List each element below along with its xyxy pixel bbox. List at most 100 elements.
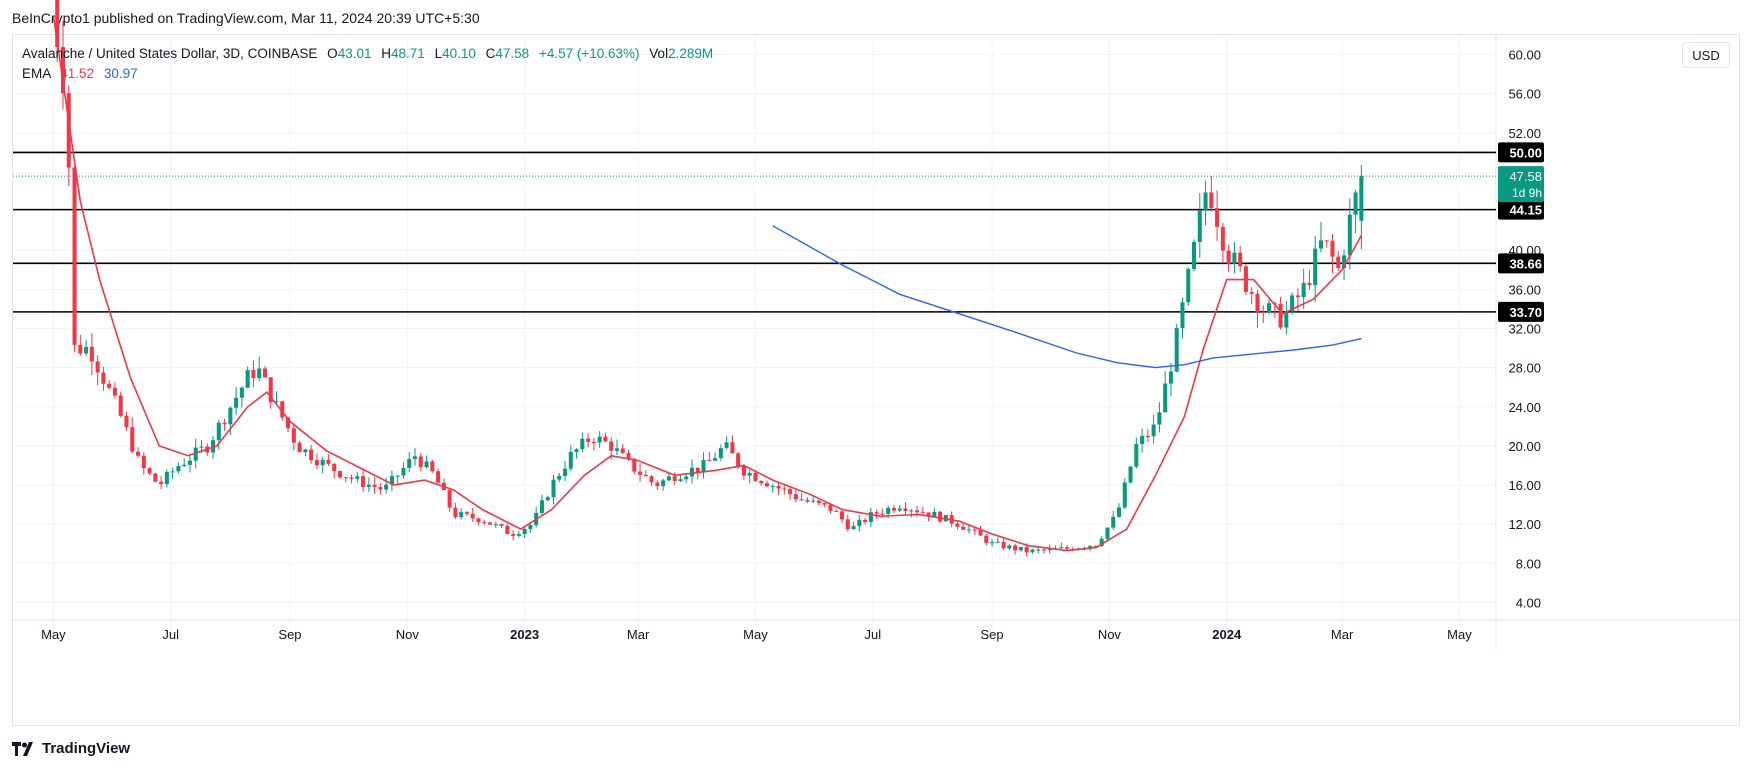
candle-body — [649, 476, 654, 483]
candle-body — [60, 47, 66, 94]
candle-body — [118, 395, 123, 416]
candle-body — [868, 512, 873, 523]
candle-body — [891, 507, 896, 511]
publish-info: BeInCrypto1 published on TradingView.com… — [12, 10, 480, 26]
tradingview-logo[interactable]: TradingView — [12, 740, 130, 757]
candle-body — [1030, 549, 1035, 553]
candle-body — [574, 449, 579, 452]
candle-body — [499, 524, 504, 526]
candle-body — [1318, 240, 1323, 249]
candle-body — [430, 461, 435, 472]
candle-body — [1122, 482, 1127, 508]
candle-body — [130, 427, 135, 452]
candle-body — [372, 484, 377, 488]
candle-body — [1203, 192, 1208, 211]
candle-body — [990, 541, 995, 543]
candle-body — [1261, 311, 1266, 313]
candle-body — [337, 471, 343, 478]
candle-body — [516, 534, 521, 536]
low-value: 40.10 — [442, 46, 476, 61]
ema-fast-value: 41.52 — [60, 66, 95, 81]
candle-body — [55, 0, 60, 48]
candle-body — [72, 167, 77, 345]
candle-body — [528, 525, 533, 529]
x-tick-label: May — [41, 627, 66, 642]
high-value: 48.71 — [391, 46, 425, 61]
level-badge — [1498, 301, 1544, 322]
y-tick-label: 36.00 — [1508, 282, 1541, 297]
price-axis[interactable]: 4.00 8.00 12.00 16.00 20.00 24.00 28.00 32.00 36… — [1508, 48, 1541, 611]
candle-body — [678, 479, 683, 482]
candle-body — [851, 526, 856, 530]
candle-body — [1232, 252, 1237, 264]
candle-body — [436, 471, 441, 483]
candle-body — [493, 524, 498, 526]
level-badge-label: 38.66 — [1509, 256, 1542, 271]
horizontal-levels — [13, 151, 1496, 313]
candle-body — [874, 512, 879, 514]
x-tick-label: 2024 — [1212, 627, 1242, 642]
candle-body — [597, 436, 602, 443]
candle-body — [170, 471, 175, 473]
candle-body — [938, 511, 943, 522]
candle-body — [655, 482, 660, 487]
candle-body — [915, 510, 920, 513]
close-label: C — [485, 46, 496, 61]
candle-body — [147, 468, 152, 474]
candle-body — [1347, 214, 1352, 256]
candle-body — [816, 500, 821, 504]
ema-label[interactable]: EMA — [22, 66, 51, 81]
candle-body — [591, 441, 596, 443]
candle-body — [89, 346, 94, 362]
candle-body — [274, 401, 279, 403]
candle-body — [1249, 291, 1254, 294]
candle-body — [845, 519, 850, 530]
candle-body — [136, 451, 141, 456]
candle-body — [1018, 547, 1023, 551]
symbol-title[interactable]: Avalanche / United States Dollar, 3D, CO… — [22, 46, 318, 61]
candle-body — [1290, 295, 1295, 312]
candle-body — [839, 511, 845, 520]
candle-body — [112, 387, 117, 396]
candle-body — [1168, 371, 1173, 384]
candle-body — [488, 522, 493, 525]
candle-body — [1191, 242, 1197, 269]
price-badges: 50.00 44.15 38.66 33.70 47.58 1d 9h — [1498, 142, 1544, 322]
time-axis[interactable]: May Jul Sep Nov 2023 Mar May Jul Sep Nov 2024 Mar Ma… — [41, 627, 1472, 642]
tradingview-icon — [12, 741, 36, 756]
candle-body — [384, 484, 389, 490]
x-tick-label: Mar — [627, 627, 650, 642]
candle-body — [1041, 549, 1047, 551]
candle-body — [199, 446, 204, 448]
candle-body — [736, 453, 741, 467]
candle-body — [141, 455, 146, 469]
brand-name: TradingView — [42, 740, 131, 757]
candle-body — [320, 459, 325, 466]
y-tick-label: 52.00 — [1508, 126, 1541, 141]
candle-body — [470, 513, 475, 519]
candle-body — [222, 422, 227, 425]
candle-body — [770, 485, 775, 487]
candle-body — [638, 471, 643, 475]
candle-body — [586, 438, 591, 442]
candle-body — [522, 528, 527, 535]
candle-body — [713, 458, 718, 461]
candle-body — [1226, 250, 1231, 264]
candle-body — [107, 383, 112, 388]
candle-body — [418, 456, 423, 468]
candle-body — [257, 368, 262, 379]
candle-body — [1267, 303, 1272, 313]
candle-body — [459, 512, 464, 518]
candle-body — [476, 518, 481, 523]
y-tick-label: 12.00 — [1508, 517, 1541, 532]
currency-button[interactable]: USD — [1682, 42, 1730, 68]
candle-body — [730, 442, 735, 454]
candle-body — [782, 488, 787, 490]
candle-body — [1301, 282, 1306, 298]
candle-body — [1128, 466, 1133, 483]
candle-body — [401, 467, 406, 476]
close-value: 47.58 — [495, 46, 530, 61]
candle-body — [1209, 192, 1214, 209]
candle-body — [66, 93, 71, 168]
